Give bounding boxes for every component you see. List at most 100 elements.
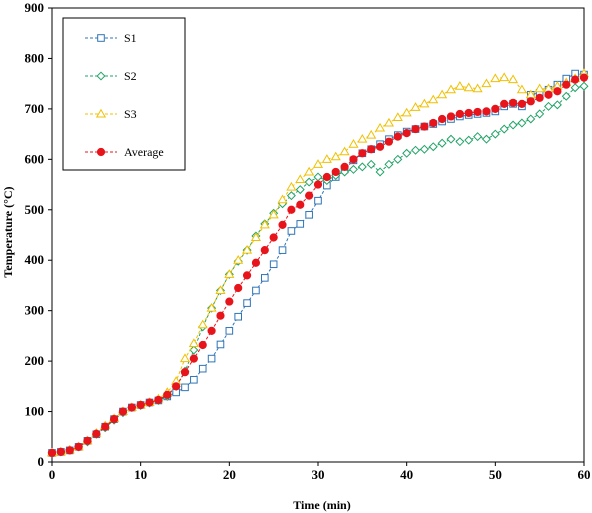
data-point-s3 xyxy=(374,122,386,132)
data-point-average xyxy=(198,340,207,350)
data-point-s1 xyxy=(296,220,305,228)
data-point-s2 xyxy=(561,91,571,101)
y-tick-label: 100 xyxy=(25,404,45,419)
data-point-s3 xyxy=(490,73,501,83)
data-point-average xyxy=(473,107,482,117)
data-point-average xyxy=(508,98,518,107)
data-point-s1 xyxy=(198,364,207,373)
data-point-average xyxy=(189,354,198,363)
legend-marker-average xyxy=(96,147,106,157)
data-point-average xyxy=(101,422,110,431)
data-point-s1 xyxy=(269,260,278,269)
x-tick-label: 50 xyxy=(489,467,502,482)
data-point-s3 xyxy=(197,319,208,329)
data-point-s2 xyxy=(340,167,350,177)
data-point-average xyxy=(287,205,296,214)
data-point-s2 xyxy=(464,135,474,145)
legend-item-s3: S3 xyxy=(85,107,137,121)
data-point-average xyxy=(411,124,420,134)
data-point-s3 xyxy=(215,285,226,294)
data-point-average xyxy=(375,142,385,151)
data-point-s2 xyxy=(499,124,509,134)
data-point-s3 xyxy=(516,84,528,94)
data-point-average xyxy=(251,258,261,267)
data-point-s3 xyxy=(383,117,395,127)
legend-item-average: Average xyxy=(85,145,164,159)
data-point-average xyxy=(322,172,331,182)
data-point-average xyxy=(544,90,553,99)
data-point-s1 xyxy=(278,246,287,254)
data-point-s2 xyxy=(384,159,394,169)
data-point-s3 xyxy=(339,146,350,156)
data-point-average xyxy=(464,108,473,118)
data-point-s2 xyxy=(455,137,465,147)
data-point-average xyxy=(56,447,65,457)
x-axis-title: Time (min) xyxy=(293,498,350,512)
data-point-average xyxy=(402,129,411,138)
data-point-s2 xyxy=(375,167,385,177)
data-point-s3 xyxy=(357,133,368,143)
data-point-s3 xyxy=(401,107,412,117)
y-axis-ticks: 0 100 200 300 400 500 600 700 800 900 xyxy=(25,0,52,469)
data-point-average xyxy=(305,191,314,200)
data-point-average xyxy=(234,283,243,293)
data-point-s1 xyxy=(216,340,225,349)
data-point-s3 xyxy=(312,159,324,168)
data-point-average xyxy=(340,162,349,171)
data-point-average xyxy=(118,407,128,416)
data-point-s3 xyxy=(268,209,279,219)
data-point-average xyxy=(349,155,358,164)
data-point-s2 xyxy=(526,114,536,124)
data-point-s3 xyxy=(428,94,439,104)
data-point-s3 xyxy=(277,194,288,204)
data-point-s2 xyxy=(286,191,296,201)
data-point-s2 xyxy=(428,142,438,152)
y-tick-label: 300 xyxy=(25,303,45,318)
legend-label-s2: S2 xyxy=(124,69,137,83)
data-point-average xyxy=(500,99,509,108)
data-point-s2 xyxy=(544,101,554,111)
data-point-s2 xyxy=(348,164,358,174)
data-point-average xyxy=(562,80,571,89)
data-point-average xyxy=(260,246,269,255)
data-point-s1 xyxy=(305,211,313,219)
data-point-average xyxy=(482,107,491,116)
data-point-s3 xyxy=(392,112,403,121)
data-point-average xyxy=(242,271,252,280)
data-point-average xyxy=(358,149,367,158)
legend-box xyxy=(62,17,186,171)
data-point-average xyxy=(331,167,340,177)
data-point-s2 xyxy=(357,162,367,172)
data-point-s2 xyxy=(490,129,500,139)
data-point-s3 xyxy=(224,269,235,278)
data-point-s3 xyxy=(286,181,297,191)
data-point-s3 xyxy=(250,232,262,242)
y-tick-label: 600 xyxy=(25,151,45,166)
data-point-s3 xyxy=(188,338,199,347)
x-tick-label: 10 xyxy=(134,467,147,482)
data-point-average xyxy=(136,400,145,410)
data-point-average xyxy=(571,75,580,84)
data-point-s1 xyxy=(225,327,234,335)
data-point-s3 xyxy=(481,78,492,88)
data-point-s2 xyxy=(402,148,412,158)
data-point-average xyxy=(74,442,83,451)
data-point-s3 xyxy=(454,80,465,90)
data-point-s1 xyxy=(207,354,216,363)
legend-item-s2: S2 xyxy=(85,69,137,83)
data-point-average xyxy=(384,137,394,146)
data-point-s2 xyxy=(295,185,305,195)
data-point-s2 xyxy=(535,109,545,119)
y-tick-label: 400 xyxy=(25,252,45,267)
legend-marker-s3 xyxy=(95,108,107,118)
data-point-average xyxy=(225,297,234,306)
data-point-average xyxy=(172,382,181,391)
legend-item-s1: S1 xyxy=(85,31,137,45)
data-point-s2 xyxy=(393,154,403,164)
x-tick-label: 20 xyxy=(223,467,236,482)
data-point-s2 xyxy=(570,83,580,93)
data-point-s3 xyxy=(330,151,341,161)
data-point-average xyxy=(367,145,376,154)
data-point-s1 xyxy=(287,227,296,235)
series-average xyxy=(47,73,589,458)
